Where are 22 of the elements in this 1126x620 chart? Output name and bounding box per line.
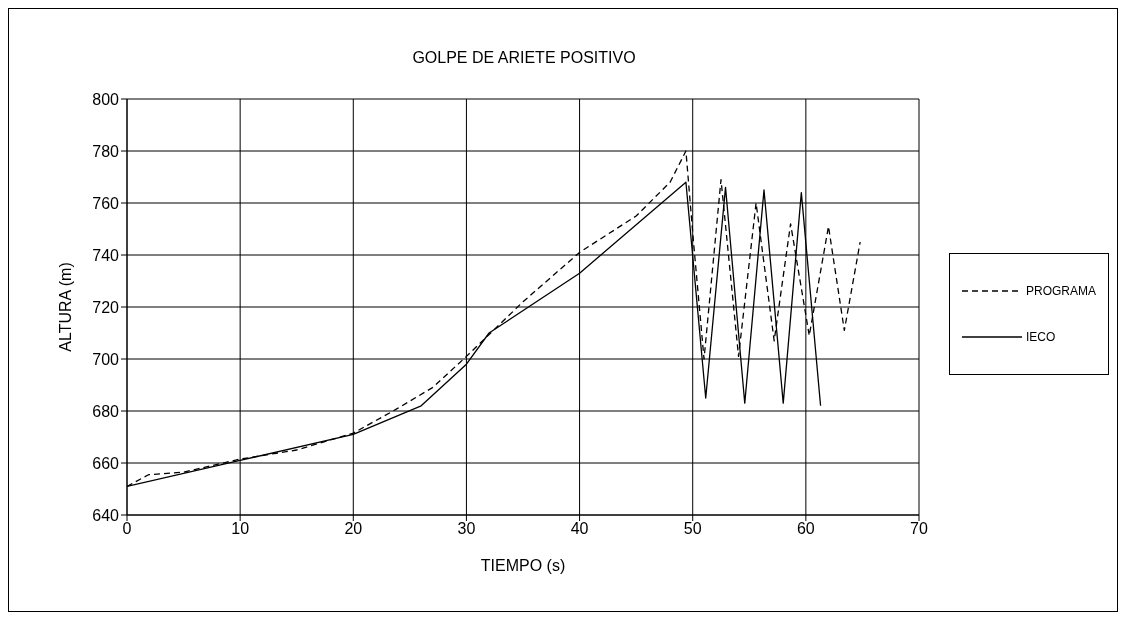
y-tick-label: 660 xyxy=(92,454,120,472)
y-tick-label: 740 xyxy=(92,246,120,264)
y-tick-label: 640 xyxy=(92,506,120,524)
legend-label: PROGRAMA xyxy=(1026,284,1097,298)
y-tick-label: 680 xyxy=(92,402,120,420)
y-axis-title: ALTURA (m) xyxy=(56,262,74,352)
x-tick-label: 70 xyxy=(910,520,928,538)
y-tick-label: 720 xyxy=(92,298,120,316)
x-tick-label: 20 xyxy=(344,520,363,538)
y-tick-label: 800 xyxy=(92,90,120,108)
x-tick-label: 50 xyxy=(683,520,702,538)
x-tick-label: 40 xyxy=(570,520,589,538)
x-tick-label: 0 xyxy=(122,520,132,538)
y-tick-label: 780 xyxy=(92,142,120,160)
x-tick-label: 10 xyxy=(231,520,250,538)
x-axis-title: TIEMPO (s) xyxy=(480,557,566,574)
y-tick-label: 700 xyxy=(92,350,120,368)
x-tick-label: 60 xyxy=(796,520,815,538)
legend-label: IECO xyxy=(1026,330,1056,344)
y-tick-label: 760 xyxy=(92,194,120,212)
chart-title: GOLPE DE ARIETE POSITIVO xyxy=(411,49,637,67)
x-tick-label: 30 xyxy=(457,520,476,538)
